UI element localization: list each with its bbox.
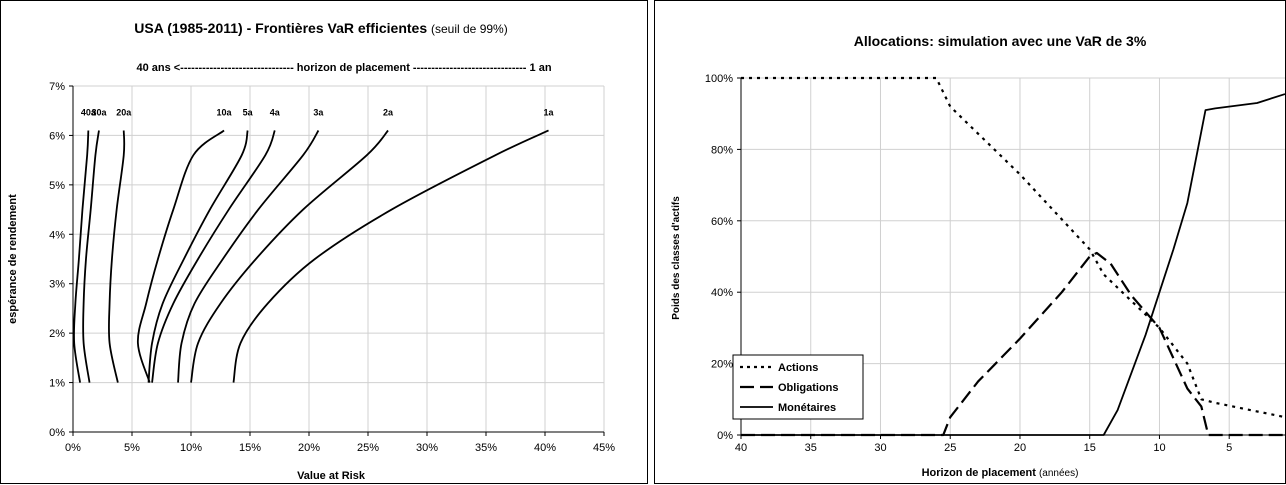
frontier-line-5a — [147, 130, 249, 383]
x-tick-label: 5% — [124, 442, 140, 454]
y-tick-label: 4% — [49, 229, 65, 241]
x-tick-label: 15 — [1084, 442, 1096, 454]
x-tick-label: 0% — [65, 442, 81, 454]
y-tick-label: 2% — [49, 328, 65, 340]
y-tick-label: 60% — [711, 216, 733, 228]
y-tick-label: 1% — [49, 378, 65, 390]
x-tick-label: 40 — [735, 442, 747, 454]
x-tick-label: 40% — [534, 442, 556, 454]
chart-title: Allocations: simulation avec une VaR de … — [854, 33, 1147, 49]
frontier-label-20a: 20a — [116, 107, 132, 117]
var-frontier-chart: USA (1985-2011) - Frontières VaR efficie… — [7, 20, 615, 482]
frontier-label-10a: 10a — [217, 107, 233, 117]
x-tick-label: 35 — [805, 442, 817, 454]
frontier-line-3a — [177, 130, 320, 383]
x-tick-label: 45% — [593, 442, 615, 454]
y-tick-label: 7% — [49, 81, 65, 93]
x-axis-label: Value at Risk — [297, 470, 366, 482]
frontier-label-2a: 2a — [383, 107, 394, 117]
frontier-label-1a: 1a — [544, 107, 555, 117]
y-tick-label: 80% — [711, 144, 733, 156]
frontier-line-30a — [82, 130, 100, 383]
frontier-line-10a — [136, 129, 225, 383]
legend-label-actions: Actions — [778, 362, 818, 374]
y-tick-label: 0% — [717, 430, 733, 442]
frontier-label-5a: 5a — [243, 107, 254, 117]
y-axis-label: Poids des classes d'actifs — [671, 196, 682, 320]
y-axis-label: espérance de rendement — [7, 194, 19, 324]
x-tick-label: 25 — [944, 442, 956, 454]
legend-label-obligations: Obligations — [778, 382, 839, 394]
frontier-line-40a — [73, 130, 90, 383]
x-tick-label: 15% — [239, 442, 261, 454]
x-tick-label: 10% — [180, 442, 202, 454]
frontier-line-20a — [107, 130, 126, 383]
y-tick-label: 40% — [711, 287, 733, 299]
frontier-label-40a: 40a — [81, 107, 97, 117]
frontier-label-30a: 30a — [91, 107, 107, 117]
y-tick-label: 20% — [711, 359, 733, 371]
series-line-obligations — [741, 251, 1285, 437]
y-tick-label: 3% — [49, 279, 65, 291]
y-tick-label: 5% — [49, 180, 65, 192]
x-tick-label: 25% — [357, 442, 379, 454]
frontier-line-2a — [190, 129, 389, 383]
x-tick-label: 20 — [1014, 442, 1026, 454]
frontier-line-1a — [232, 129, 549, 383]
frontier-label-4a: 4a — [270, 107, 281, 117]
x-tick-label: 35% — [475, 442, 497, 454]
y-tick-label: 100% — [705, 73, 733, 85]
legend-box — [732, 354, 864, 420]
frontier-label-3a: 3a — [313, 107, 324, 117]
x-axis-label: Horizon de placement (années) — [922, 467, 1079, 479]
y-tick-label: 0% — [49, 427, 65, 439]
legend-label-monetaires: Monétaires — [778, 402, 836, 414]
left-chart-panel: USA (1985-2011) - Frontières VaR efficie… — [0, 0, 648, 484]
series-line-actions — [741, 76, 1286, 419]
y-tick-label: 6% — [49, 130, 65, 142]
right-chart-panel: Allocations: simulation avec une VaR de … — [654, 0, 1286, 484]
series-line-montaires — [741, 93, 1286, 436]
allocation-chart: Allocations: simulation avec une VaR de … — [671, 33, 1286, 479]
x-tick-label: 30% — [416, 442, 438, 454]
chart-title: USA (1985-2011) - Frontières VaR efficie… — [134, 20, 507, 36]
frontier-line-4a — [151, 130, 276, 383]
chart-subtitle: 40 ans <------------------------------- … — [136, 62, 551, 74]
legend: Actions Obligations Monétaires — [732, 354, 864, 420]
x-tick-label: 30 — [874, 442, 886, 454]
x-tick-label: 5 — [1226, 442, 1232, 454]
x-tick-label: 10 — [1153, 442, 1165, 454]
x-tick-label: 20% — [298, 442, 320, 454]
